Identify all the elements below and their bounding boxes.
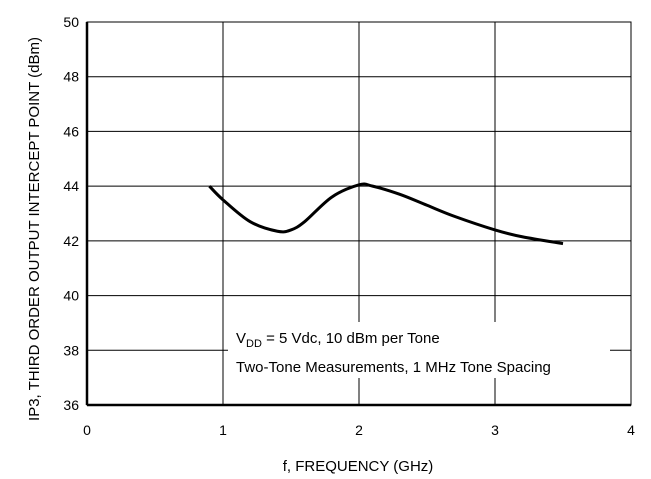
series-group: [208, 182, 564, 246]
x-tick-label: 1: [219, 422, 227, 438]
annotation-line-1: VDD = 5 Vdc, 10 dBm per Tone: [236, 330, 440, 350]
ip3-series-line: [208, 182, 564, 246]
y-tick-label: 46: [63, 123, 79, 139]
annotation: VDD = 5 Vdc, 10 dBm per Tone Two-Tone Me…: [228, 322, 610, 378]
y-tick-label: 38: [63, 342, 79, 358]
x-tick-labels: 0 1 2 3 4: [83, 422, 635, 438]
x-tick-label: 2: [355, 422, 363, 438]
annotation-line-2: Two-Tone Measurements, 1 MHz Tone Spacin…: [236, 359, 551, 376]
annotation-v: V: [236, 330, 246, 347]
y-tick-label: 44: [63, 178, 79, 194]
y-tick-label: 40: [63, 288, 79, 304]
x-tick-label: 3: [491, 422, 499, 438]
x-tick-label: 0: [83, 422, 91, 438]
annotation-box: [228, 322, 610, 378]
plot-frame: [85, 21, 632, 407]
y-tick-label: 48: [63, 69, 79, 85]
y-tick-label: 42: [63, 233, 79, 249]
x-tick-label: 4: [627, 422, 635, 438]
annotation-subscript: DD: [246, 338, 262, 350]
y-tick-label: 36: [63, 397, 79, 413]
y-tick-label: 50: [63, 14, 79, 30]
annotation-line-1-rest: = 5 Vdc, 10 dBm per Tone: [262, 330, 440, 347]
x-axis-title: f, FREQUENCY (GHz): [283, 458, 434, 475]
y-axis-title: IP3, THIRD ORDER OUTPUT INTERCEPT POINT …: [26, 37, 43, 421]
y-tick-labels: 36 38 40 42 44 46 48 50: [63, 14, 79, 413]
